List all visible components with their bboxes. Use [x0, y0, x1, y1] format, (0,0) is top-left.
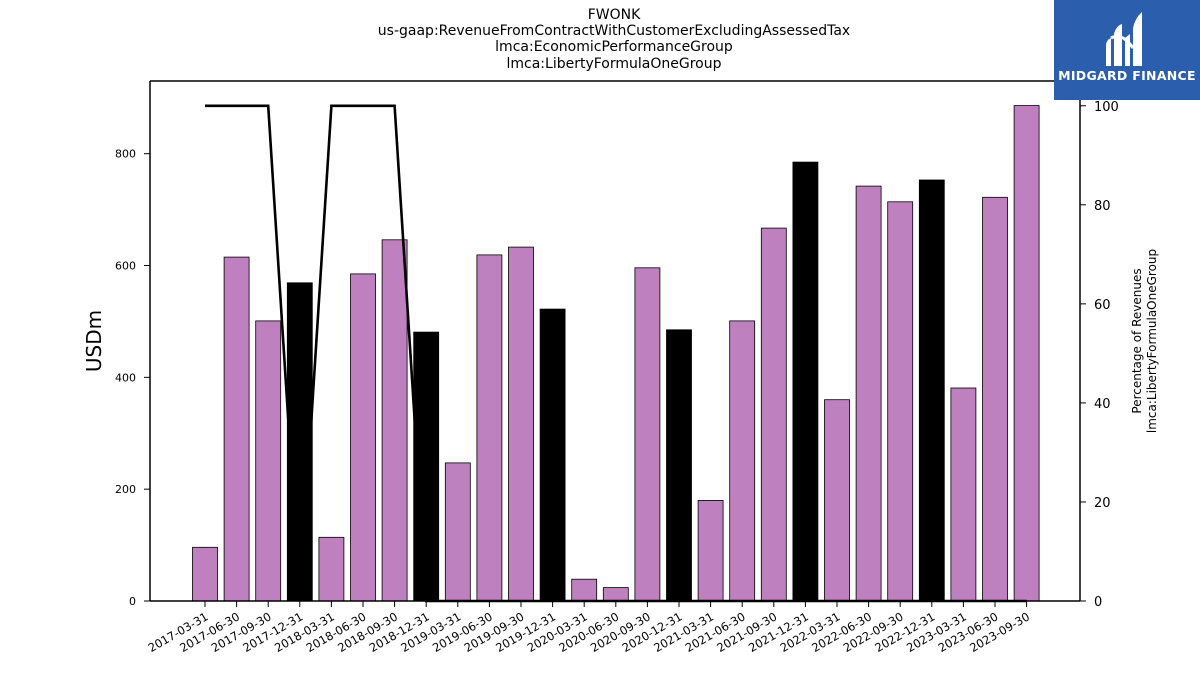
- bar-2018-09-30: [381, 239, 408, 602]
- y-tick-label: 800: [115, 148, 136, 161]
- chart-title-line-4: lmca:LibertyFormulaOneGroup: [506, 56, 722, 72]
- logo-text: MIDGARD FINANCE: [1058, 68, 1196, 83]
- bar-2021-03-31: [697, 499, 724, 602]
- bar-2017-06-30: [223, 256, 250, 602]
- bar-2023-03-31: [950, 387, 977, 602]
- bar-2018-03-31: [318, 536, 345, 602]
- bar-2020-06-30: [602, 587, 629, 602]
- bar-2022-09-30: [887, 201, 914, 602]
- bar-2023-06-30: [982, 196, 1008, 602]
- bar-2022-03-31: [824, 399, 850, 602]
- y-axis-label: USDm: [82, 310, 106, 372]
- y2-tick-label: 0: [1094, 595, 1102, 610]
- chart-title-line-3: lmca:EconomicPerformanceGroup: [495, 39, 733, 55]
- chart-title-line-1: FWONK: [587, 7, 641, 23]
- bar-2023-09-30: [1013, 105, 1040, 602]
- y2-tick-label: 80: [1094, 199, 1111, 214]
- bar-2022-12-31: [918, 179, 945, 602]
- bar-2022-06-30: [855, 185, 882, 602]
- bar-2020-12-31: [666, 329, 692, 602]
- bars-layer: [192, 105, 1040, 602]
- bar-2020-09-30: [634, 267, 661, 602]
- bar-2019-09-30: [508, 246, 534, 602]
- bar-2019-06-30: [476, 254, 503, 602]
- bar-2019-03-31: [444, 462, 471, 602]
- bar-2018-06-30: [350, 273, 376, 602]
- bar-2017-12-31: [286, 282, 313, 602]
- chart-title-line-2: us-gaap:RevenueFromContractWithCustomerE…: [377, 23, 851, 39]
- bar-2021-09-30: [760, 227, 787, 602]
- y2-tick-label: 20: [1094, 496, 1111, 511]
- y2-axis-label-line-2: lmca:LibertyFormulaOneGroup: [1145, 249, 1159, 433]
- y-tick-label: 600: [115, 260, 136, 273]
- y-tick-label: 200: [115, 483, 136, 496]
- y2-tick-label: 60: [1094, 298, 1111, 313]
- y-tick-label: 0: [129, 595, 136, 608]
- midgard-finance-logo: MIDGARD FINANCE: [1054, 0, 1200, 100]
- y2-axis-label-line-1: Percentage of Revenues: [1130, 268, 1144, 413]
- bar-2019-12-31: [539, 308, 566, 602]
- bar-2020-03-31: [571, 578, 598, 602]
- y-tick-label: 400: [115, 371, 136, 384]
- bar-2021-06-30: [729, 320, 756, 602]
- bar-2017-03-31: [192, 546, 218, 602]
- bar-2021-12-31: [792, 161, 819, 602]
- y2-tick-label: 100: [1094, 100, 1119, 115]
- midgard-logo-icon: [1106, 12, 1142, 66]
- y2-tick-label: 40: [1094, 397, 1111, 412]
- bar-2017-09-30: [255, 320, 282, 602]
